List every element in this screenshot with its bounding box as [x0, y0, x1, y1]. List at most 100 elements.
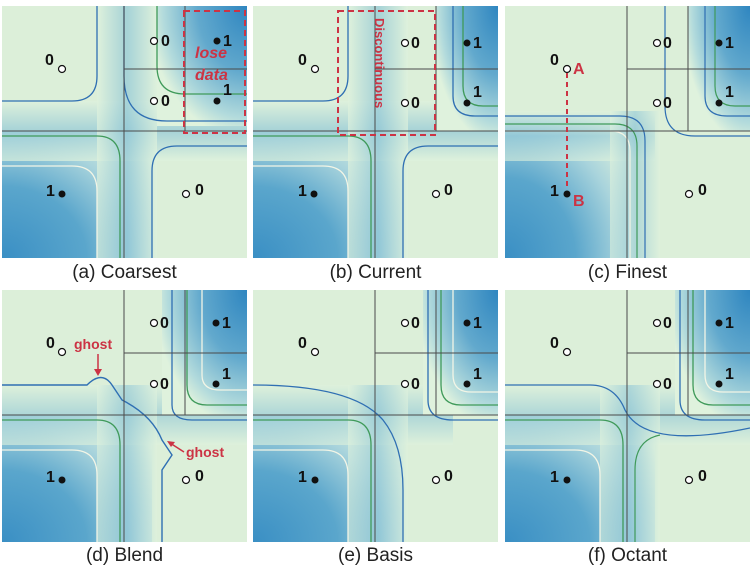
filled-dot	[715, 380, 723, 388]
lose-data-box	[183, 10, 246, 134]
open-dot	[652, 38, 662, 48]
label-tr-d: 1	[725, 84, 734, 101]
panel-blend: 0 1 0 0 1 0 1 ghost ghost	[2, 290, 247, 542]
filled-dot	[563, 476, 571, 484]
label-tl: 0	[298, 52, 307, 69]
label-br: 0	[444, 468, 453, 485]
label-tl: 0	[550, 335, 559, 352]
label-tr-c: 0	[161, 93, 170, 110]
label-bl: 1	[550, 183, 559, 200]
caption-coarsest: (a) Coarsest	[72, 262, 177, 283]
label-tr-b: 1	[473, 35, 482, 52]
open-dot	[310, 347, 320, 357]
filled-dot	[715, 319, 723, 327]
open-dot	[400, 38, 410, 48]
open-dot	[149, 379, 159, 389]
label-tr-b: 1	[223, 33, 232, 50]
filled-dot	[715, 99, 723, 107]
open-dot	[652, 318, 662, 328]
label-tr-b: 1	[222, 315, 231, 332]
label-tl: 0	[46, 335, 55, 352]
filled-dot	[463, 319, 471, 327]
open-dot	[149, 36, 159, 46]
annotation-lose: lose	[195, 45, 227, 62]
label-tr-c: 0	[663, 376, 672, 393]
panel-finest: 0 1 A B 0 0 1 0 1	[505, 6, 750, 258]
label-bl: 1	[298, 183, 307, 200]
label-tr-c: 0	[663, 95, 672, 112]
open-dot	[310, 64, 320, 74]
label-tr-a: 0	[411, 315, 420, 332]
point-b-dot	[563, 190, 571, 198]
annotation-ghost-top: ghost	[74, 336, 112, 352]
label-tr-a: 0	[160, 315, 169, 332]
label-tr-b: 1	[725, 315, 734, 332]
filled-dot	[58, 190, 66, 198]
label-tr-a: 0	[663, 315, 672, 332]
panel-octant: 0 1 0 0 1 0 1	[505, 290, 750, 542]
label-br: 0	[698, 182, 707, 199]
label-br: 0	[195, 468, 204, 485]
open-dot	[684, 189, 694, 199]
caption-blend: (d) Blend	[85, 545, 164, 566]
point-a-dot	[562, 64, 572, 74]
annotation-b: B	[573, 193, 585, 210]
label-tr-b: 1	[473, 315, 482, 332]
label-tr-d: 1	[223, 82, 232, 99]
label-bl: 1	[550, 469, 559, 486]
panel-coarsest: 0 1 0 0 1 0 1 lose data	[2, 6, 247, 258]
discontinuous-box	[337, 10, 436, 136]
open-dot	[57, 64, 67, 74]
filled-dot	[310, 190, 318, 198]
filled-dot	[463, 99, 471, 107]
filled-dot	[213, 97, 221, 105]
filled-dot	[463, 380, 471, 388]
label-tr-c: 0	[160, 376, 169, 393]
label-bl: 1	[298, 469, 307, 486]
filled-dot	[58, 476, 66, 484]
open-dot	[149, 318, 159, 328]
open-dot	[181, 189, 191, 199]
open-dot	[431, 475, 441, 485]
panel-basis: 0 1 0 0 1 0 1	[253, 290, 498, 542]
filled-dot	[463, 39, 471, 47]
label-tr-a: 0	[161, 33, 170, 50]
filled-dot	[212, 380, 220, 388]
label-tr-b: 1	[725, 35, 734, 52]
open-dot	[652, 98, 662, 108]
open-dot	[181, 475, 191, 485]
filled-dot	[715, 39, 723, 47]
label-tr-a: 0	[663, 35, 672, 52]
caption-basis: (e) Basis	[338, 545, 413, 566]
annotation-discontinuous: Discontinuous	[372, 18, 387, 108]
open-dot	[57, 347, 67, 357]
label-tr-d: 1	[725, 366, 734, 383]
filled-dot	[213, 37, 221, 45]
label-br: 0	[698, 468, 707, 485]
open-dot	[652, 379, 662, 389]
label-br: 0	[195, 182, 204, 199]
label-tl: 0	[550, 52, 559, 69]
label-tl: 0	[45, 52, 54, 69]
caption-octant: (f) Octant	[587, 545, 668, 566]
label-tr-d: 1	[473, 366, 482, 383]
label-br: 0	[444, 182, 453, 199]
panel-current: 0 1 0 0 1 0 1 Discontinuous	[253, 6, 498, 258]
open-dot	[684, 475, 694, 485]
open-dot	[149, 96, 159, 106]
open-dot	[400, 379, 410, 389]
filled-dot	[311, 476, 319, 484]
label-tr-c: 0	[411, 95, 420, 112]
label-tr-c: 0	[411, 376, 420, 393]
open-dot	[431, 189, 441, 199]
label-tr-d: 1	[222, 366, 231, 383]
open-dot	[400, 318, 410, 328]
caption-current: (b) Current	[329, 262, 422, 283]
arrow-head-icon	[94, 369, 102, 376]
annotation-a: A	[573, 61, 585, 78]
caption-finest: (c) Finest	[587, 262, 668, 283]
filled-dot	[212, 319, 220, 327]
label-bl: 1	[46, 469, 55, 486]
open-dot	[400, 98, 410, 108]
open-dot	[562, 347, 572, 357]
